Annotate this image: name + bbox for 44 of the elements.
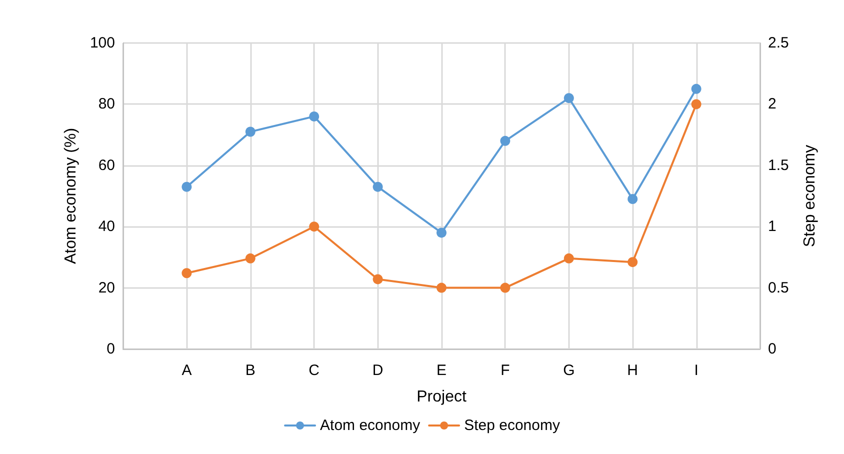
point	[245, 126, 256, 137]
point	[691, 84, 702, 94]
y2-tick-label: 0	[768, 340, 776, 358]
y-tick-label: 80	[98, 96, 115, 113]
y2-tick-label: 1.5	[768, 156, 789, 174]
x-tick-label: B	[245, 362, 256, 379]
x-tick-label: C	[308, 362, 320, 379]
x-tick-label: E	[436, 362, 447, 379]
y2-tick-label: 2	[768, 96, 776, 113]
point	[500, 282, 510, 293]
y-tick-label: 60	[98, 156, 115, 174]
y2-axis-title: Step economy	[802, 144, 818, 248]
y-tick-label: 20	[98, 279, 115, 296]
y-tick-label: 40	[98, 218, 115, 236]
x-tick-label: F	[500, 362, 510, 379]
x-tick-label: H	[627, 362, 638, 379]
legend-label: Atom economy	[320, 417, 421, 434]
x-tick-label: I	[694, 362, 698, 379]
point	[500, 136, 510, 146]
x-axis-title: Project	[416, 388, 467, 406]
x-tick-label: D	[372, 362, 384, 379]
x-tick-label: G	[563, 362, 575, 379]
point	[564, 93, 574, 104]
point	[372, 274, 383, 284]
y2-tick-label: 1	[768, 218, 776, 236]
x-tick-label: A	[182, 362, 192, 379]
y2-tick-label: 0.5	[768, 279, 789, 296]
point	[628, 194, 638, 204]
point	[564, 253, 574, 264]
point	[628, 257, 638, 268]
y-tick-label: 100	[90, 34, 115, 52]
y-axis-title: Atom economy (%)	[62, 128, 80, 264]
y2-tick-label: 2.5	[768, 34, 789, 52]
point	[372, 182, 383, 192]
point	[691, 99, 702, 110]
point	[245, 253, 256, 264]
point	[436, 282, 446, 293]
point	[309, 222, 320, 232]
point	[436, 228, 446, 238]
point	[182, 268, 192, 278]
point	[309, 111, 320, 122]
y-tick-label: 0	[106, 340, 115, 358]
point	[182, 182, 192, 192]
legend-label: Step economy	[464, 417, 560, 434]
